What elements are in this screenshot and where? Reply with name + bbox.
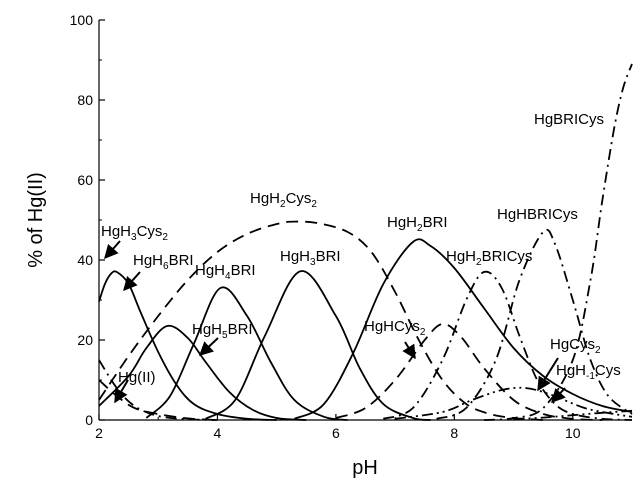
- y-tick-label: 20: [77, 332, 93, 348]
- arrow-hghcys2: [402, 341, 416, 360]
- series-hghbricys: [436, 228, 633, 420]
- x-tick-label: 8: [450, 425, 458, 441]
- annotation-arrows: [104, 240, 566, 404]
- arrow-hgh5bri: [198, 337, 219, 356]
- series-hgh5bri: [98, 324, 307, 421]
- y-tick-label: 80: [77, 92, 93, 108]
- arrow-hgcys2: [537, 357, 559, 392]
- x-tick-label: 10: [565, 425, 581, 441]
- series-hg-ii-: [98, 359, 218, 421]
- annotation-hgcys2: HgCys2: [550, 336, 601, 356]
- arrow-hgh3cys2: [104, 240, 121, 260]
- annotation-hgh4bri: HgH4BRI: [195, 262, 256, 282]
- annotation-hghbricys: HgHBRICys: [497, 206, 578, 223]
- series-hgcys2: [394, 386, 633, 420]
- annotation-hgh5bri: HgH5BRI: [192, 321, 253, 341]
- x-tick-label: 4: [214, 425, 222, 441]
- annotation-hg2: Hg(II): [118, 369, 156, 386]
- arrow-hg2: [114, 379, 129, 404]
- series-hgh2bri: [293, 238, 633, 420]
- arrow-hgh6bri: [123, 271, 141, 292]
- x-axis-title: pH: [352, 457, 378, 479]
- y-tick-label: 0: [85, 412, 93, 428]
- x-tick-label: 6: [332, 425, 340, 441]
- arrow-hghm1cys: [551, 387, 566, 404]
- annotation-hgh3cys2: HgH3Cys2: [101, 223, 168, 243]
- annotation-hgbricys: HgBRICys: [534, 111, 604, 128]
- annotation-hghcys2: HgHCys2: [364, 318, 426, 338]
- series-hgh4bri: [145, 286, 348, 421]
- series-hgh3cys2: [98, 270, 277, 421]
- annotation-hgh2bricys: HgH2BRICys: [446, 248, 532, 268]
- annotation-hgh2bri: HgH2BRI: [387, 214, 448, 234]
- series-hgh3bri: [205, 270, 431, 421]
- x-tick-label: 2: [95, 425, 103, 441]
- series-hgbricys: [483, 63, 633, 421]
- y-tick-label: 100: [70, 12, 94, 28]
- y-tick-label: 40: [77, 252, 93, 268]
- annotation-hgh6bri: HgH6BRI: [133, 252, 194, 272]
- y-tick-label: 60: [77, 172, 93, 188]
- annotation-hghm1cys: HgH-1Cys: [556, 362, 621, 382]
- series-hgh2bricys: [382, 270, 633, 421]
- y-axis-title: % of Hg(II): [25, 172, 47, 268]
- series-hgh-1cys: [513, 409, 633, 421]
- series-hgh2cys2: [98, 220, 544, 421]
- series-hghcys2: [335, 323, 603, 421]
- annotation-hgh2cys2: HgH2Cys2: [250, 190, 317, 210]
- annotation-hgh3bri: HgH3BRI: [280, 248, 341, 268]
